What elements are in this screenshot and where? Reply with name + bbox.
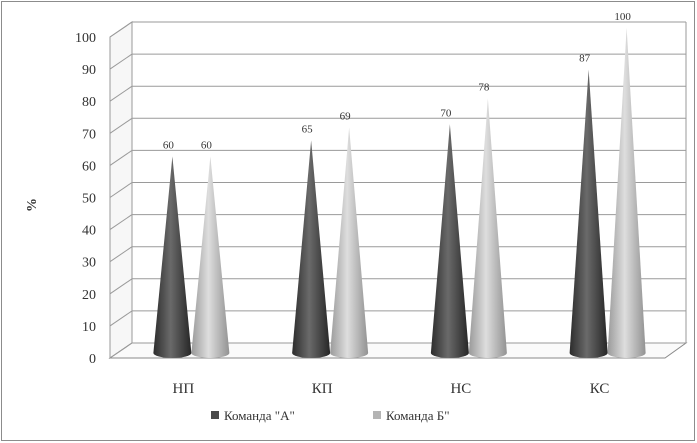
legend-swatch-series-b (373, 411, 381, 419)
legend-label-series-a: Команда "А" (224, 408, 295, 423)
cone-1-2 (468, 98, 507, 359)
y-tick-labels: 0 10 20 30 40 50 60 70 80 90 100 (75, 31, 96, 367)
cone-1-3 (607, 28, 646, 358)
y-tick-label-0: 0 (89, 352, 96, 367)
data-labels: 60 60 65 69 70 78 87 100 (163, 11, 632, 151)
legend-swatch-series-a (211, 411, 219, 419)
data-label-0-0: 60 (163, 139, 175, 151)
gridline-side-8 (109, 85, 133, 102)
gridline-side-4 (109, 214, 133, 231)
gridline-side-10 (109, 21, 133, 38)
y-tick-label-1: 10 (82, 320, 96, 335)
y-tick-label-8: 80 (82, 95, 96, 110)
legend-label-series-b: Команда Б" (386, 408, 450, 423)
y-tick-label-4: 40 (82, 224, 96, 239)
cone-body-1-1 (330, 127, 369, 358)
x-tick-label-1: КП (312, 381, 333, 397)
data-label-0-2: 70 (440, 107, 452, 119)
gridline-side-9 (109, 53, 133, 70)
gridline-side-1 (109, 310, 133, 327)
data-label-0-3: 87 (579, 53, 591, 65)
x-tick-label-2: НС (450, 381, 471, 397)
y-tick-label-7: 70 (82, 127, 96, 142)
gridline-side-6 (109, 149, 133, 166)
cone-body-0-2 (430, 124, 469, 358)
y-tick-label-10: 100 (75, 31, 96, 46)
cone-0-2 (430, 124, 469, 358)
gridline-side-7 (109, 117, 133, 134)
cone-1-1 (330, 127, 369, 358)
cone-0-1 (292, 140, 331, 358)
cone-body-1-3 (607, 28, 646, 358)
cone-body-0-1 (292, 140, 331, 358)
data-label-1-2: 78 (478, 82, 490, 94)
cone-0-3 (569, 69, 608, 358)
y-tick-label-9: 90 (82, 63, 96, 78)
gridline-side-2 (109, 278, 133, 295)
gridline-side-5 (109, 182, 133, 198)
data-label-0-1: 65 (302, 123, 314, 135)
x-tick-label-0: НП (173, 381, 195, 397)
cone-body-1-2 (468, 98, 507, 359)
y-tick-label-6: 60 (82, 159, 96, 174)
cones (153, 28, 646, 359)
y-tick-label-2: 20 (82, 288, 96, 303)
data-label-1-3: 100 (614, 11, 631, 23)
cone-1-0 (191, 156, 230, 358)
y-tick-label-3: 30 (82, 256, 96, 271)
data-label-1-1: 69 (340, 111, 352, 123)
x-tick-labels: НП КП НС КС (173, 381, 610, 397)
cone-0-0 (153, 156, 192, 358)
y-axis-label: % (25, 198, 40, 212)
cone-body-0-3 (569, 69, 608, 358)
legend: Команда "А" Команда Б" (211, 408, 450, 423)
cone-body-0-0 (153, 156, 192, 358)
gridline-side-3 (109, 246, 133, 263)
data-label-1-0: 60 (201, 139, 213, 151)
y-tick-label-5: 50 (82, 192, 96, 207)
x-tick-label-3: КС (590, 381, 610, 397)
gridline-side-0 (109, 342, 133, 359)
cone-body-1-0 (191, 156, 230, 358)
